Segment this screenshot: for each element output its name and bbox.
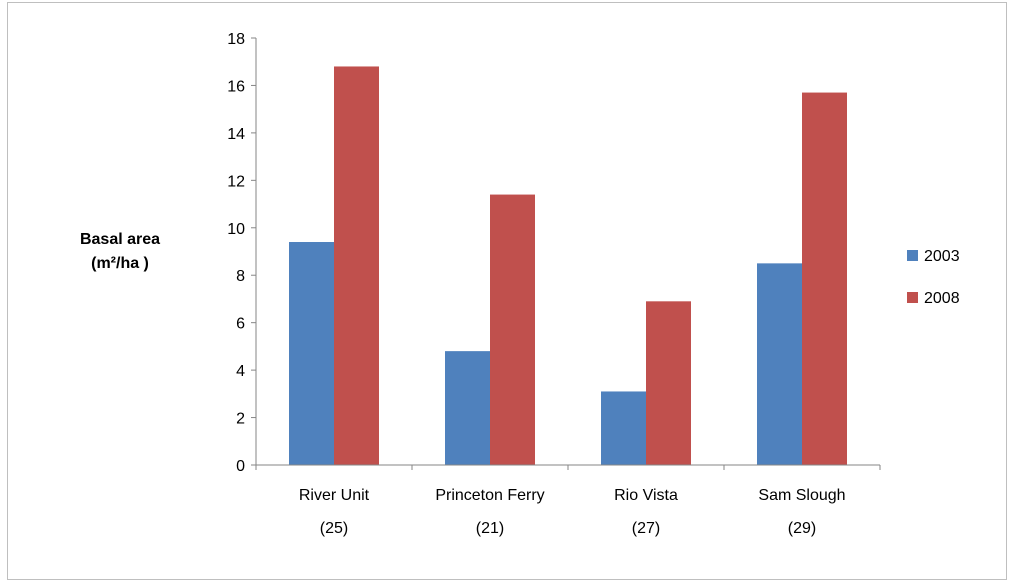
y-tick-label: 0 [236, 458, 245, 475]
bar-2003-2 [601, 391, 646, 465]
legend-swatch-2003 [907, 250, 918, 261]
legend-swatch-2008 [907, 292, 918, 303]
y-axis-label-line2: (m²/ha ) [91, 255, 149, 272]
legend-label-2003: 2003 [924, 248, 960, 265]
legend-label-2008: 2008 [924, 290, 960, 307]
x-tick-label: Princeton Ferry [435, 487, 544, 504]
y-tick-label: 16 [227, 78, 245, 95]
y-axis-label: Basal area (m²/ha ) [50, 228, 190, 276]
y-tick-label: 14 [227, 126, 245, 143]
x-tick-sublabel: (21) [476, 520, 504, 537]
y-tick-label: 18 [227, 31, 245, 48]
y-tick-label: 2 [236, 411, 245, 428]
x-tick-label: Rio Vista [614, 487, 678, 504]
bar-2003-3 [757, 263, 802, 465]
x-tick-sublabel: (27) [632, 520, 660, 537]
axes-layer: 0 2 4 6 8 10 12 14 16 18 River Unit (25) Princeton F… [227, 31, 881, 537]
x-tick-label: River Unit [299, 487, 370, 504]
y-tick-label: 10 [227, 221, 245, 238]
bars-layer [289, 66, 847, 466]
y-tick-label: 4 [236, 363, 245, 380]
bar-2008-2 [646, 301, 691, 465]
bar-2008-1 [490, 194, 535, 466]
y-axis-label-line1: Basal area [79, 231, 161, 248]
bar-2003-1 [445, 351, 490, 465]
y-tick-label: 8 [236, 268, 245, 285]
x-tick-sublabel: (25) [320, 520, 348, 537]
y-tick-label: 6 [236, 316, 245, 333]
y-tick-label: 12 [227, 173, 245, 190]
bar-2008-0 [334, 66, 379, 465]
x-tick-sublabel: (29) [788, 520, 816, 537]
x-tick-label: Sam Slough [758, 487, 845, 504]
bar-2003-0 [289, 242, 334, 465]
bar-2008-3 [802, 92, 847, 466]
legend: 2003 2008 [907, 248, 960, 307]
